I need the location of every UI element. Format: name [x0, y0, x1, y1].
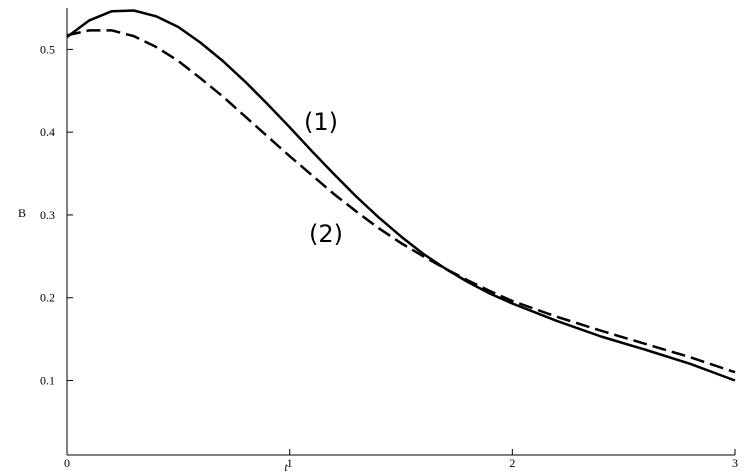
line-series [66, 9, 736, 382]
x-tick-label: 3 [732, 456, 738, 470]
y-tick-label: 0.1 [40, 374, 55, 388]
x-axis-label: t [284, 460, 288, 474]
y-axis-label: B [18, 206, 26, 220]
x-tick-label: 0 [64, 456, 70, 470]
x-tick-label: 2 [509, 456, 515, 470]
line-series [66, 29, 736, 374]
y-tick-label: 0.5 [40, 42, 55, 56]
x-tick-label: 1 [287, 456, 293, 470]
y-tick-label: 0.4 [40, 125, 55, 139]
annotation: (1) [304, 108, 338, 136]
y-tick-label: 0.3 [40, 208, 55, 222]
annotation: (2) [309, 220, 343, 248]
y-tick-label: 0.2 [40, 291, 55, 305]
